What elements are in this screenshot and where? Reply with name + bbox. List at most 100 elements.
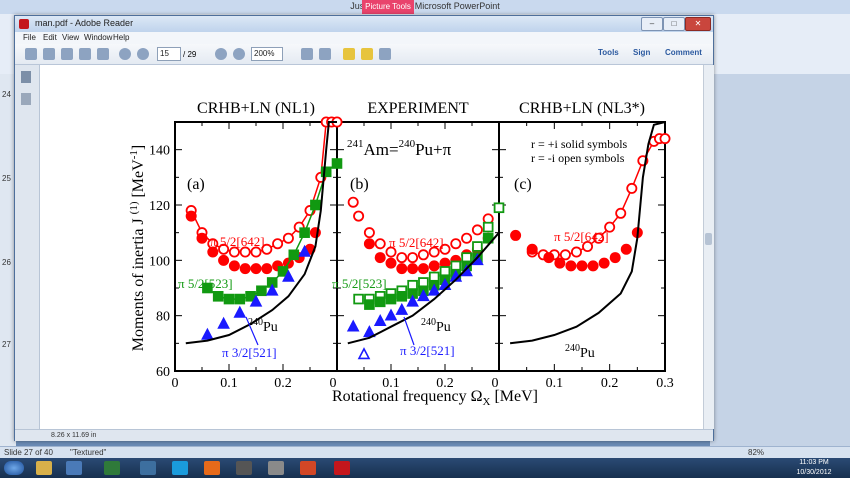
data-point-circle — [659, 133, 671, 145]
data-point-circle — [261, 263, 273, 275]
data-point-circle — [554, 257, 566, 269]
legend-open-symbols: r = -i open symbols — [531, 151, 625, 165]
zoom-in-icon[interactable] — [233, 48, 245, 60]
data-point-circle — [185, 210, 197, 222]
app2-icon[interactable] — [268, 461, 284, 475]
minimize-button[interactable]: – — [641, 17, 663, 31]
data-point-circle — [428, 260, 440, 272]
slide-number-26: 26 — [2, 258, 11, 267]
scrollbar-thumb[interactable] — [705, 233, 712, 245]
email-icon[interactable] — [97, 48, 109, 60]
series-line-2-2 — [509, 121, 666, 345]
panel-letter-c: (c) — [514, 176, 532, 193]
start-button-icon[interactable] — [4, 461, 24, 475]
page-up-icon[interactable] — [119, 48, 131, 60]
data-point-square — [256, 285, 267, 297]
data-point-triangle — [346, 319, 360, 332]
attachments-icon[interactable] — [21, 93, 31, 105]
legend-solid-symbols: r = +i solid symbols — [531, 137, 628, 151]
data-point-circle — [407, 252, 419, 264]
data-point-square — [212, 290, 224, 302]
label-b-523: π 5/2[523] — [332, 276, 387, 291]
reader-title-bar[interactable]: man.pdf - Adobe Reader – □ ✕ — [15, 16, 713, 32]
menu-edit[interactable]: Edit — [43, 33, 57, 42]
data-point-triangle — [427, 283, 441, 296]
close-button[interactable]: ✕ — [685, 17, 711, 31]
extend-icon[interactable] — [379, 48, 391, 60]
data-point-circle — [598, 257, 610, 269]
powerpoint-icon[interactable] — [300, 461, 316, 475]
data-point-square — [385, 293, 397, 305]
adobe-reader-icon[interactable] — [334, 461, 350, 475]
powerpoint-status-bar: Slide 27 of 40 "Textured" 82% — [0, 446, 850, 459]
label-c-240pu: 240Pu — [565, 343, 595, 361]
data-point-square — [396, 290, 408, 302]
tools-button[interactable]: Tools — [598, 48, 619, 57]
data-point-circle — [587, 260, 599, 272]
fit-width-icon[interactable] — [319, 48, 331, 60]
x-tick-label: 0 — [172, 376, 179, 391]
page-number-input[interactable]: 15 — [157, 47, 181, 61]
zoom-input[interactable]: 200% — [251, 47, 283, 61]
network-icon[interactable] — [140, 461, 156, 475]
media-icon[interactable] — [104, 461, 120, 475]
data-point-triangle — [395, 302, 409, 315]
create-pdf-icon[interactable] — [25, 48, 37, 60]
data-point-circle — [228, 260, 240, 272]
maximize-button[interactable]: □ — [663, 17, 685, 31]
sign-button[interactable]: Sign — [633, 48, 651, 57]
data-point-circle — [609, 252, 621, 264]
data-point-circle — [407, 263, 419, 275]
data-point-circle — [207, 246, 219, 258]
y-tick-label: 80 — [156, 310, 170, 325]
data-point-circle — [526, 243, 538, 255]
data-point-circle — [439, 243, 451, 255]
data-point-circle — [239, 246, 251, 258]
skype-icon[interactable] — [172, 461, 188, 475]
page-down-icon[interactable] — [137, 48, 149, 60]
menu-window[interactable]: Window — [84, 33, 113, 42]
app-icon[interactable] — [236, 461, 252, 475]
menu-help[interactable]: Help — [113, 33, 130, 42]
highlight-icon[interactable] — [361, 48, 373, 60]
print-icon[interactable] — [79, 48, 91, 60]
comment-button[interactable]: Comment — [665, 48, 702, 57]
menu-file[interactable]: File — [23, 33, 36, 42]
data-point-square — [353, 293, 364, 305]
powerpoint-title-bar: Justipen-2012 - Microsoft PowerPoint — [0, 0, 850, 14]
picture-tools-tab[interactable]: Picture Tools — [362, 0, 414, 14]
data-point-square — [277, 266, 289, 277]
fit-page-icon[interactable] — [301, 48, 313, 60]
y-tick-label: 100 — [149, 254, 170, 269]
ie-icon[interactable] — [66, 461, 82, 475]
firefox-icon[interactable] — [204, 461, 220, 475]
zoom-out-icon[interactable] — [215, 48, 227, 60]
data-point-circle — [593, 232, 605, 244]
comment-icon[interactable] — [343, 48, 355, 60]
open-icon[interactable] — [43, 48, 55, 60]
data-point-square — [364, 299, 375, 310]
panel-title-c: CRHB+LN (NL3*) — [519, 100, 645, 117]
data-point-circle — [347, 196, 359, 208]
vertical-scrollbar[interactable] — [703, 65, 714, 429]
data-point-square — [374, 296, 386, 308]
data-point-circle — [471, 224, 483, 236]
powerpoint-title: Justipen-2012 - Microsoft PowerPoint — [350, 1, 500, 11]
save-icon[interactable] — [61, 48, 73, 60]
data-point-square — [234, 293, 246, 305]
slide-number-25: 25 — [2, 174, 11, 183]
series-line-0-4 — [185, 121, 337, 345]
data-point-triangle — [201, 327, 214, 340]
slide-number-24: 24 — [2, 90, 11, 99]
data-point-circle — [396, 252, 408, 264]
adobe-reader-window: man.pdf - Adobe Reader – □ ✕ File Edit V… — [14, 15, 714, 441]
x-tick-label: 0.1 — [220, 376, 238, 391]
slide-thumbnail-pane[interactable]: 24 25 26 27 — [0, 74, 16, 446]
page-thumbnails-icon[interactable] — [21, 71, 31, 83]
system-clock[interactable]: 11:03 PM 10/30/2012 — [784, 458, 844, 478]
page-size-readout: 8.26 x 11.69 in — [51, 432, 97, 439]
explorer-icon[interactable] — [36, 461, 52, 475]
reader-app-icon — [19, 19, 29, 29]
data-point-circle — [417, 249, 429, 261]
menu-view[interactable]: View — [62, 33, 80, 42]
